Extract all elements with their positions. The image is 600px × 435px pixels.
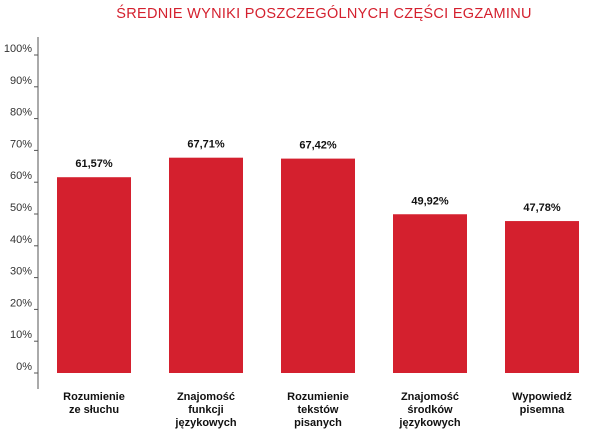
data-labels-group: 61,57% 67,71% 67,42% 49,92% 47,78% <box>75 139 561 214</box>
y-tick-label: 10% <box>10 329 32 341</box>
category-label-line: Rozumienie <box>63 391 125 403</box>
category-label: Znajomość funkcji językowych <box>174 391 236 429</box>
category-label-line: pisemna <box>520 404 566 416</box>
data-label: 47,78% <box>523 202 561 214</box>
category-label-line: funkcji <box>188 404 223 416</box>
category-label-line: Znajomość <box>177 391 235 403</box>
bars-group <box>57 157 579 373</box>
y-tick-label: 0% <box>16 361 32 373</box>
y-tick-label: 50% <box>10 202 32 214</box>
category-label: Rozumienie tekstów pisanych <box>287 391 349 429</box>
category-label-line: językowych <box>174 417 236 429</box>
axis-group: 0% 10% 20% 30% 40% 50% 60% 70% 80% 90% 100% <box>4 37 39 389</box>
y-tick-label: 60% <box>10 170 32 182</box>
y-tick-label: 90% <box>10 75 32 87</box>
y-tick-label: 40% <box>10 234 32 246</box>
y-tick-label: 30% <box>10 266 32 278</box>
category-label-line: ze słuchu <box>69 404 119 416</box>
category-label: Znajomość środków językowych <box>398 391 460 429</box>
category-label: Wypowiedź pisemna <box>512 391 572 416</box>
category-label-line: Rozumienie <box>287 391 349 403</box>
category-label-line: Znajomość <box>401 391 459 403</box>
y-tick-label: 20% <box>10 297 32 309</box>
category-label-line: środków <box>407 404 453 416</box>
category-label-line: tekstów <box>298 404 339 416</box>
bar <box>505 221 579 373</box>
category-label-line: językowych <box>398 417 460 429</box>
chart-title: ŚREDNIE WYNIKI POSZCZEGÓLNYCH CZĘŚCI EGZ… <box>116 4 532 22</box>
bar <box>57 177 131 373</box>
category-label-line: Wypowiedź <box>512 391 572 403</box>
data-label: 61,57% <box>75 158 113 170</box>
category-label-line: pisanych <box>294 417 342 429</box>
bar <box>169 157 243 373</box>
bar <box>281 158 355 373</box>
y-tick-label: 100% <box>4 43 32 55</box>
y-tick-label: 70% <box>10 138 32 150</box>
category-label: Rozumienie ze słuchu <box>63 391 125 416</box>
y-tick-label: 80% <box>10 107 32 119</box>
data-label: 49,92% <box>411 195 449 207</box>
data-label: 67,42% <box>299 140 337 152</box>
data-label: 67,71% <box>187 139 225 151</box>
bar <box>393 214 467 373</box>
